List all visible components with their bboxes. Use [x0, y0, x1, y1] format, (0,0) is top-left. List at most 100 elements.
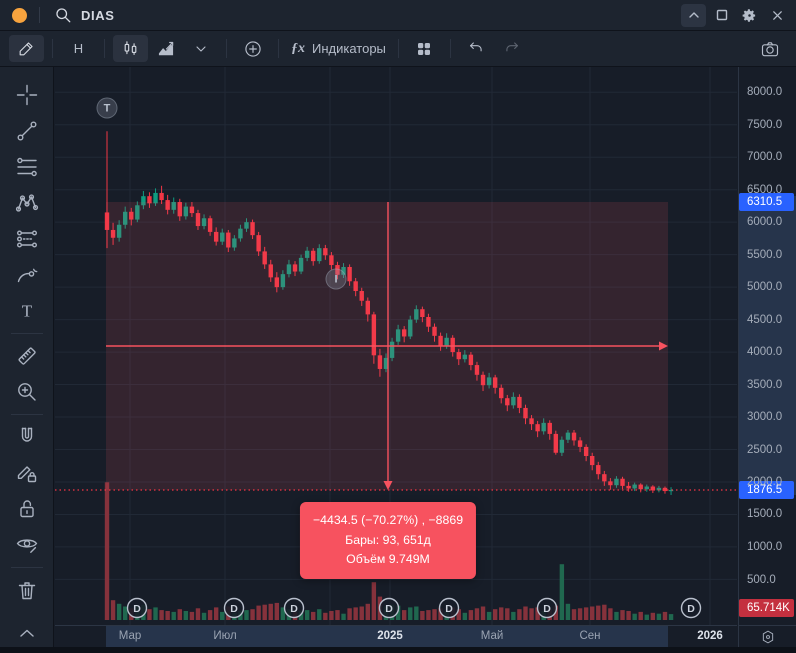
maximize-icon — [716, 9, 727, 21]
collapse-window-button[interactable] — [681, 3, 706, 27]
interval-button[interactable]: H — [61, 35, 96, 62]
candle-body — [371, 314, 377, 356]
dividend-badge[interactable] — [283, 597, 305, 619]
candle-body — [480, 374, 486, 386]
dividend-badge[interactable] — [438, 597, 460, 619]
volume-bar — [250, 609, 255, 620]
dividend-badge[interactable] — [126, 597, 148, 619]
candle-body — [505, 398, 510, 406]
chart-style-candles-button[interactable] — [113, 35, 148, 62]
measure-tool[interactable] — [8, 338, 46, 374]
volume-bar — [559, 564, 565, 620]
volume-bar — [213, 607, 219, 620]
volume-bar — [414, 606, 419, 620]
lock-drawings-button[interactable] — [8, 491, 46, 527]
price-axis[interactable]: 6310.5 1876.5 65.714K 8000.0 7500.0 7000.0… — [738, 67, 796, 625]
layout-grid-button[interactable] — [407, 35, 442, 62]
price-tick-label: 3500.0 — [747, 379, 783, 391]
account-avatar[interactable] — [12, 7, 27, 23]
maximize-button[interactable] — [709, 4, 734, 27]
xabcd-pattern-tool[interactable] — [8, 185, 46, 221]
candle-body — [541, 422, 546, 432]
chevron-down-icon — [195, 45, 206, 52]
redo-icon — [506, 42, 518, 52]
candle-body — [213, 231, 219, 242]
volume-bar — [608, 608, 613, 620]
interval-label: H — [73, 41, 84, 56]
volume-bar — [183, 611, 189, 620]
candle-body — [135, 205, 140, 220]
dividend-badge-label: D — [385, 603, 393, 615]
volume-bar — [122, 606, 128, 620]
measure-tooltip: −4434.5 (−70.27%) , −8869 Бары: 93, 651д… — [299, 502, 477, 580]
close-window-button[interactable] — [765, 4, 790, 27]
candle-body — [547, 422, 552, 434]
candle-body — [577, 440, 583, 447]
volume-bar — [626, 611, 631, 620]
dividend-badge[interactable] — [680, 597, 702, 619]
drawing-marker-t[interactable]: T — [96, 97, 118, 119]
long-position-tool[interactable] — [8, 221, 46, 257]
volume-bar — [638, 611, 643, 620]
chevron-up-icon — [688, 12, 699, 18]
plus-circle-icon — [244, 40, 261, 57]
collapse-toolbar-button[interactable] — [8, 617, 46, 653]
indicators-button[interactable]: ƒx Индикаторы — [287, 35, 390, 62]
dividend-badge[interactable] — [378, 597, 400, 619]
chart-style-menu-button[interactable] — [183, 35, 218, 62]
redo-button[interactable] — [494, 35, 529, 62]
time-axis[interactable]: Мар Июл 2025 Май Сен 2026 — [55, 625, 737, 647]
time-tick-label: Сен — [579, 630, 601, 642]
remove-drawings-button[interactable] — [8, 572, 46, 608]
symbol-search[interactable]: DIAS — [44, 6, 124, 24]
candle-body — [317, 248, 322, 262]
volume-bar — [329, 611, 334, 620]
candle-body — [268, 264, 273, 278]
crosshair-tool[interactable] — [8, 77, 46, 113]
candle-body — [359, 291, 364, 301]
volume-bar — [311, 611, 316, 620]
candle-body — [614, 478, 619, 486]
drawing-mode-lock-button[interactable] — [8, 455, 46, 491]
volume-bar — [662, 611, 668, 620]
fib-retracement-tool[interactable] — [8, 149, 46, 185]
candle-body — [638, 484, 643, 490]
candle-body — [238, 228, 243, 239]
time-tick-label: Июл — [213, 630, 237, 642]
divider — [52, 39, 53, 58]
zoom-in-tool[interactable] — [8, 374, 46, 410]
volume-bar — [268, 603, 273, 620]
volume-bar — [480, 606, 486, 620]
compare-add-symbol-button[interactable] — [235, 35, 270, 62]
eye-icon — [16, 539, 37, 553]
dividend-badge[interactable] — [536, 597, 558, 619]
candle-body — [462, 354, 468, 360]
dividend-badge-label: D — [230, 603, 238, 615]
price-tick-label: 2000.0 — [747, 476, 783, 488]
dividend-badge-label: D — [445, 603, 453, 615]
long-position-icon — [16, 230, 37, 248]
settings-button[interactable] — [737, 4, 762, 27]
brush-tool[interactable] — [8, 257, 46, 293]
volume-bar — [220, 611, 225, 620]
drawing-marker-i[interactable]: I — [325, 268, 347, 290]
candle-body — [632, 484, 637, 489]
trend-line-tool[interactable] — [8, 113, 46, 149]
magnet-mode-button[interactable] — [8, 419, 46, 455]
undo-button[interactable] — [459, 35, 494, 62]
chart-pane[interactable]: D D D D D D D −4434.5 (−70.27%) , −8869 Бары: … — [55, 67, 737, 625]
text-tool[interactable]: T — [8, 293, 46, 329]
dividend-badge-label: D — [543, 603, 551, 615]
axis-settings-corner[interactable] — [738, 625, 796, 647]
price-tick-label: 4000.0 — [747, 346, 783, 358]
draw-tool-button[interactable] — [9, 35, 44, 62]
chart-style-area-button[interactable] — [148, 35, 183, 62]
hide-drawings-button[interactable] — [8, 527, 46, 563]
volume-bar — [529, 608, 534, 620]
volume-bar — [195, 608, 201, 620]
price-tick-label: 7500.0 — [747, 119, 783, 131]
screenshot-button[interactable] — [752, 35, 787, 62]
dividend-badge[interactable] — [223, 597, 245, 619]
candle-body — [347, 266, 352, 282]
